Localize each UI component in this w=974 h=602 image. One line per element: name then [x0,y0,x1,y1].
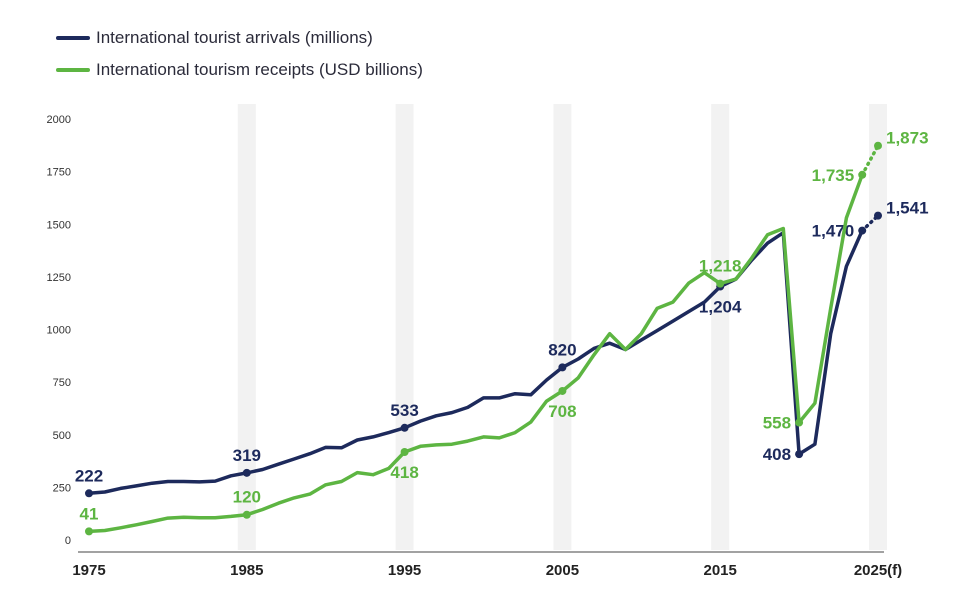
data-label-arrivals-2024: 1,470 [812,222,855,241]
legend-item-arrivals: International tourist arrivals (millions… [56,22,423,54]
x-tick-label: 1995 [388,562,421,579]
grid-band-2015 [711,104,730,550]
grid-band-1985 [237,104,256,550]
data-point-arrivals-1975 [85,489,93,498]
grid-band-1995 [395,104,414,550]
legend-item-receipts: International tourism receipts (USD bill… [56,54,423,86]
data-label-arrivals-1995: 533 [390,401,418,420]
data-point-receipts-1995 [400,448,409,457]
y-tick-label: 1000 [47,325,71,337]
data-label-receipts-1995: 418 [390,463,418,482]
data-label-receipts-2024: 1,735 [812,166,855,185]
legend-label-receipts: International tourism receipts (USD bill… [96,60,423,79]
data-label-receipts-2020: 558 [763,414,791,433]
x-tick-label: 2025(f) [854,562,902,579]
data-label-receipts-2015: 1,218 [699,257,742,276]
data-label-receipts-2005: 708 [548,402,576,421]
data-label-receipts-1985: 120 [233,488,261,507]
data-point-arrivals-1985 [242,468,251,477]
data-point-arrivals-2005 [558,363,567,372]
data-point-receipts-1975 [85,527,93,536]
legend-label-arrivals: International tourist arrivals (millions… [96,28,373,47]
x-tick-label: 2015 [704,562,737,579]
data-point-arrivals-1995 [400,423,409,432]
series-line-receipts [87,173,864,534]
grid-band-2025 [869,104,887,550]
x-tick-label: 1975 [72,562,105,579]
data-point-arrivals-2025 [874,211,882,220]
data-label-arrivals-2015: 1,204 [699,298,742,317]
data-label-arrivals-2005: 820 [548,340,576,359]
y-tick-label: 1250 [47,272,71,284]
data-point-receipts-2020 [795,418,804,427]
data-point-receipts-2025 [874,141,882,150]
data-point-receipts-2024 [858,170,867,179]
grid-band-2005 [553,104,572,550]
legend-swatch-receipts [56,68,90,72]
data-label-arrivals-1985: 319 [233,446,261,465]
data-point-receipts-1985 [242,510,251,519]
y-tick-label: 1750 [47,167,71,179]
data-point-arrivals-2024 [858,226,867,235]
data-point-receipts-2015 [716,279,725,288]
data-label-receipts-2025: 1,873 [886,129,929,148]
series-forecast-receipts [860,143,880,177]
y-tick-label: 750 [53,377,71,389]
series-line-arrivals [87,228,864,496]
legend-swatch-arrivals [56,36,90,40]
y-tick-label: 1500 [47,219,71,231]
x-tick-label: 1985 [230,562,263,579]
data-label-arrivals-2020: 408 [763,445,791,464]
y-tick-label: 2000 [47,114,71,126]
data-label-arrivals-1975: 222 [75,466,103,485]
data-label-receipts-1975: 41 [80,504,99,523]
y-tick-label: 0 [65,535,71,547]
data-point-arrivals-2020 [795,450,804,459]
data-label-arrivals-2025: 1,541 [886,199,929,218]
chart-legend: International tourist arrivals (millions… [56,22,423,86]
x-tick-label: 2005 [546,562,579,579]
y-tick-label: 500 [53,430,71,442]
y-tick-label: 250 [53,482,71,494]
data-point-receipts-2005 [558,386,567,395]
